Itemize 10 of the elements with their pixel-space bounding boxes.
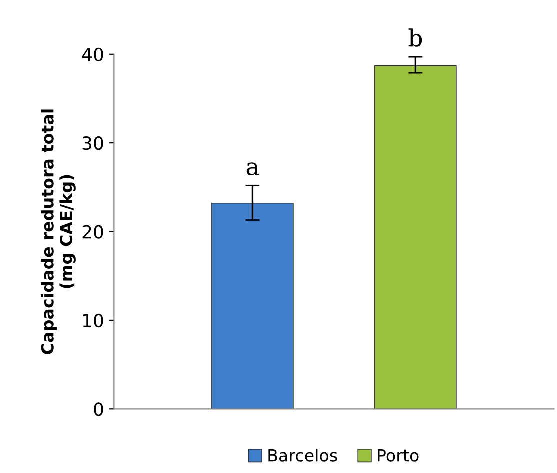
y-tick-label: 10 bbox=[83, 314, 104, 328]
legend-label: Porto bbox=[378, 449, 419, 462]
y-tick-label: 0 bbox=[94, 402, 104, 416]
legend-label: Barcelos bbox=[268, 448, 338, 462]
y-tick-label: 30 bbox=[82, 136, 104, 150]
y-tick-label: 20 bbox=[82, 225, 104, 239]
text: b bbox=[408, 28, 422, 47]
y-tick-label: 40 bbox=[82, 48, 104, 62]
y-axis-title: Capacidade redutora total (mg CAE/kg) bbox=[41, 110, 76, 354]
annotation: a bbox=[246, 162, 260, 176]
